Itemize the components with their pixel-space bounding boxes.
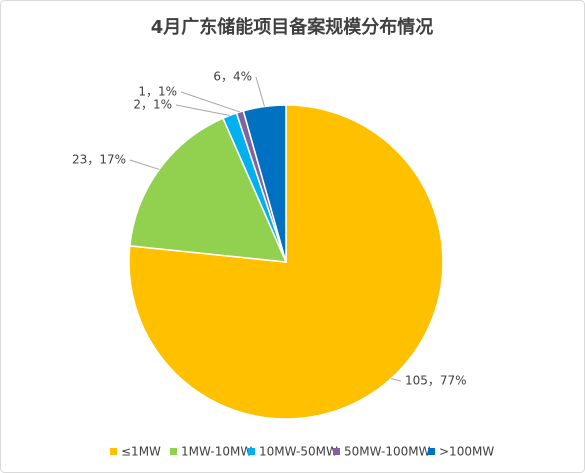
legend-swatch [110,448,117,455]
pie-slice [129,117,288,263]
legend-swatch [248,448,255,455]
legend-swatch [333,448,340,455]
legend-label: ≤1MW [121,445,161,459]
data-label: 1，1% [138,85,177,99]
leader-line [180,91,241,113]
legend-swatch [428,448,435,455]
data-label: 23，17% [72,153,126,167]
data-label: 105，77% [405,374,467,388]
legend-label: 1MW-10MW [181,445,252,459]
leader-line [129,159,160,170]
legend-label: 50MW-100MW [344,445,431,459]
leader-line [175,104,230,116]
leader-line [391,378,402,382]
data-label: 6，4% [213,70,252,84]
legend-swatch [170,448,177,455]
pie-slice [242,104,287,263]
data-label: 2，1% [133,98,172,112]
legend-label: 10MW-50MW [259,445,338,459]
legend-label: >100MW [439,445,494,459]
leader-line [255,76,265,107]
chart-title: 4月广东储能项目备案规模分布情况 [151,16,434,38]
